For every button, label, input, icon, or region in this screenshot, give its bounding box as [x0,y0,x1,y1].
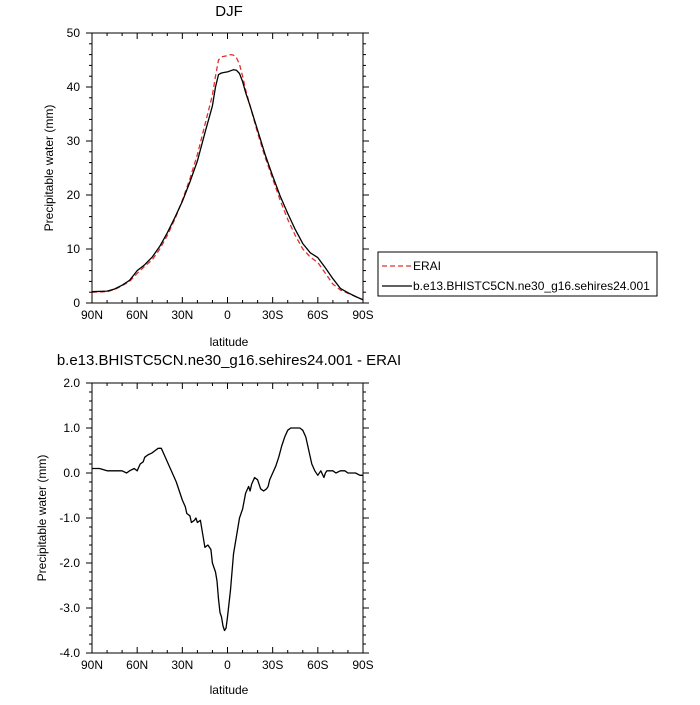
x-axis-label: latitude [210,683,249,697]
y-tick-label: 20 [67,188,81,202]
plot-series [91,53,364,301]
axis-ticks: 90N 60N 30N 0 30S 60S 90S 0 10 20 30 40 50 [67,26,374,322]
axis-ticks: 90N 60N 30N 0 30S 60S 90S -4.0 -3.0 -2.0 -1.0 0.0 1.… [59,376,373,672]
legend-label-model: b.e13.BHISTC5CN.ne30_g16.sehires24.001 [413,279,650,293]
y-axis-label: Precipitable water (mm) [35,455,49,582]
x-tick-label: 90S [352,658,373,672]
x-tick-label: 90S [352,308,373,322]
x-tick-label: 60N [126,308,148,322]
x-tick-label: 30S [262,308,283,322]
legend: ERAI b.e13.BHISTC5CN.ne30_g16.sehires24.… [377,251,658,297]
x-tick-label: 90N [81,658,103,672]
series-line-difference [92,427,363,632]
series-line-erai [91,53,364,301]
y-tick-label: 10 [67,242,81,256]
y-tick-label: 2.0 [63,376,80,390]
x-tick-label: 60S [307,658,328,672]
chart-title: DJF [215,3,243,20]
y-tick-label: 30 [67,134,81,148]
plot-series [92,427,363,632]
panel-difference: b.e13.BHISTC5CN.ne30_g16.sehires24.001 -… [35,352,401,697]
plot-frame [91,382,364,654]
y-tick-label: 1.0 [63,421,80,435]
y-tick-label: 40 [67,80,81,94]
y-tick-label: 0 [73,296,80,310]
y-axis-label: Precipitable water (mm) [42,105,56,232]
x-tick-label: 60S [307,308,328,322]
y-tick-label: 50 [67,26,81,40]
x-tick-label: 0 [224,308,231,322]
y-tick-label: -3.0 [59,601,80,615]
x-tick-label: 30N [171,658,193,672]
plot-frame [91,32,364,304]
x-tick-label: 30N [171,308,193,322]
legend-label-erai: ERAI [413,259,441,273]
y-tick-label: 0.0 [63,466,80,480]
x-tick-label: 90N [81,308,103,322]
y-tick-label: -4.0 [59,646,80,660]
x-tick-label: 0 [224,658,231,672]
chart-title: b.e13.BHISTC5CN.ne30_g16.sehires24.001 -… [57,352,401,369]
y-tick-label: -1.0 [59,511,80,525]
panel-djf: DJF latitude Precipitable water (mm) 90N… [42,3,658,349]
x-tick-label: 60N [126,658,148,672]
y-tick-label: -2.0 [59,556,80,570]
x-tick-label: 30S [262,658,283,672]
x-axis-label: latitude [210,335,249,349]
legend-box [377,251,658,297]
series-line-b-e13-bhistc5cn-ne30-g16-sehires24-001 [91,69,364,301]
